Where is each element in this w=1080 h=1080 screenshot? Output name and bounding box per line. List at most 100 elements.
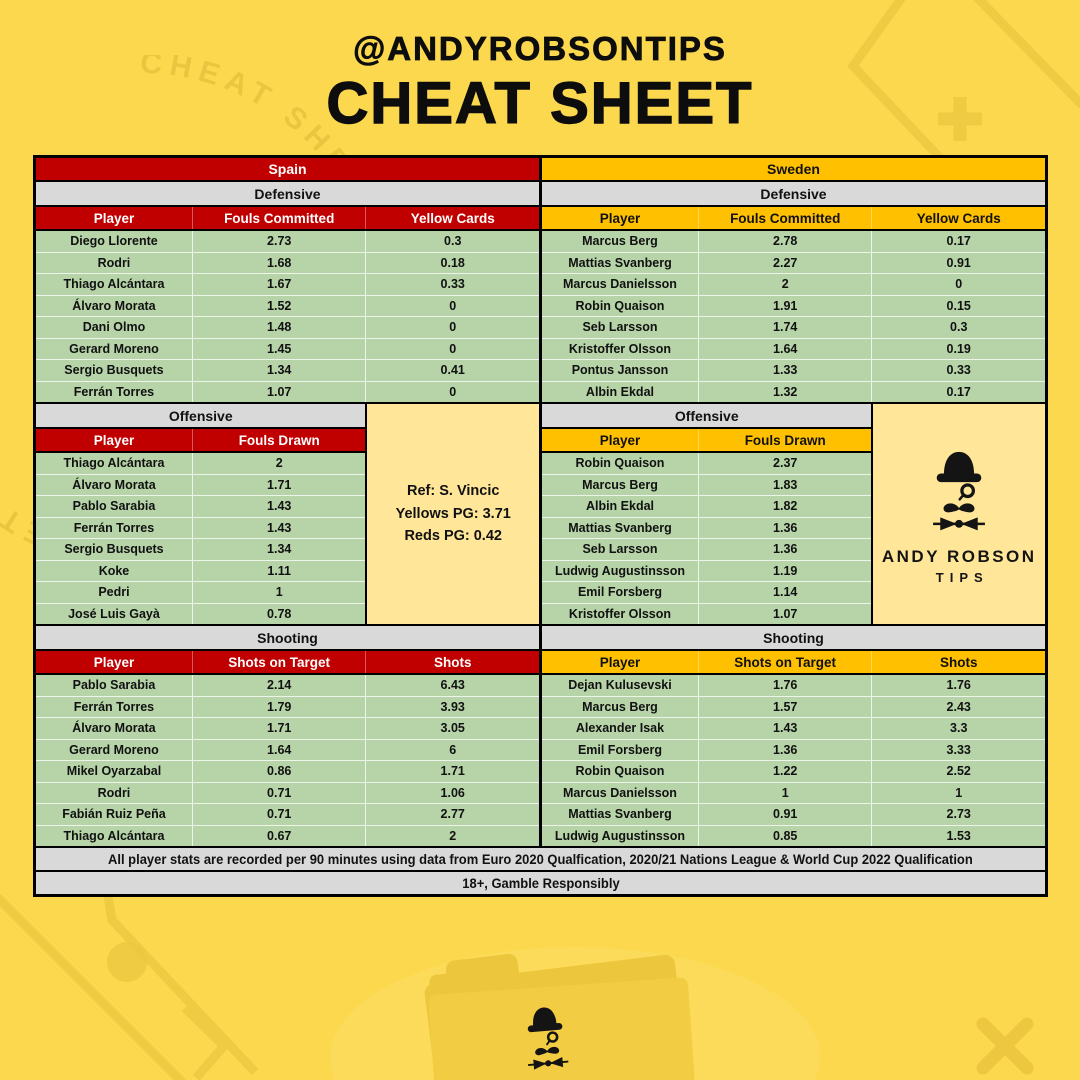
player-name-cell: Marcus Berg <box>582 234 658 249</box>
stat-cell: 0.19 <box>871 338 1045 359</box>
player-name-cell: Mikel Oyarzabal <box>66 764 162 779</box>
player-name-cell: Marcus Berg <box>582 477 658 492</box>
table-row: Marcus Berg 1.83 <box>542 473 872 495</box>
player-name-cell: Rodri <box>97 255 131 270</box>
sweden-defensive-section: Defensive Player Fouls Committed Yellow … <box>542 182 1045 402</box>
stat-cell: 1.19 <box>697 560 871 581</box>
table-row: Álvaro Morata 1.52 0 <box>36 294 539 316</box>
sweden-defensive-rows: Marcus Berg 2.78 0.17 Mattias Svanberg 2… <box>542 231 1045 402</box>
stat-cell: 0.3 <box>871 317 1045 338</box>
stat-cell: 1.53 <box>871 825 1045 846</box>
table-row: Ludwig Augustinsson 1.19 <box>542 559 872 581</box>
column-header-player: Player <box>599 654 641 670</box>
stat-cell: 1.71 <box>191 474 365 495</box>
player-name-cell: Thiago Alcántara <box>63 277 165 292</box>
table-row: Sergio Busquets 1.34 <box>36 538 366 560</box>
player-name-cell: Kristoffer Olsson <box>568 606 672 621</box>
player-name-cell: Rodri <box>97 785 131 800</box>
spain-offensive-section: Offensive Player Fouls Drawn Thiago Alcá… <box>36 402 539 624</box>
stat-cell: 1.22 <box>697 761 872 782</box>
column-header-shots-on-target: Shots on Target <box>697 651 872 673</box>
sweden-shooting-rows: Dejan Kulusevski 1.76 1.76 Marcus Berg 1… <box>542 675 1045 846</box>
stat-cell: 3.93 <box>365 696 539 717</box>
player-name-cell: Sergio Busquets <box>64 363 164 378</box>
table-row: Fabián Ruiz Peña 0.71 2.77 <box>36 803 539 825</box>
stat-cell: 2.37 <box>697 453 871 474</box>
table-row: Albin Ekdal 1.32 0.17 <box>542 380 1045 402</box>
player-name-cell: Mattias Svanberg <box>568 807 672 822</box>
stat-cell: 0.33 <box>871 360 1045 381</box>
stat-cell: 0.67 <box>191 825 366 846</box>
column-headers: Player Fouls Committed Yellow Cards <box>542 207 1045 231</box>
stat-cell: 0.91 <box>697 804 872 825</box>
spain-offensive-rows: Thiago Alcántara 2 Álvaro Morata 1.71 <box>36 453 366 624</box>
section-label-defensive: Defensive <box>542 182 1045 207</box>
player-name-cell: Álvaro Morata <box>72 298 156 313</box>
stat-cell: 0.86 <box>191 761 366 782</box>
stat-cell: 1.45 <box>191 338 366 359</box>
stat-cell: 0.15 <box>871 295 1045 316</box>
stat-cell: 2.52 <box>871 761 1045 782</box>
player-name-cell: Gerard Moreno <box>69 341 159 356</box>
stat-cell: 0.71 <box>191 804 366 825</box>
stat-cell: 3.33 <box>871 739 1045 760</box>
table-row: Rodri 1.68 0.18 <box>36 251 539 273</box>
stat-cell: 2.78 <box>697 231 872 252</box>
table-row: Ferrán Torres 1.43 <box>36 516 366 538</box>
player-name-cell: Robin Quaison <box>575 764 665 779</box>
spain-defensive-section: Defensive Player Fouls Committed Yellow … <box>36 182 539 402</box>
stat-cell: 6.43 <box>365 675 539 696</box>
table-row: Mattias Svanberg 2.27 0.91 <box>542 251 1045 273</box>
stat-cell: 1.43 <box>191 517 365 538</box>
table-row: Diego Llorente 2.73 0.3 <box>36 231 539 252</box>
stat-cell: 1.91 <box>697 295 872 316</box>
stat-cell: 1 <box>871 782 1045 803</box>
stat-cell: 1.07 <box>191 381 366 402</box>
folder-decoration <box>330 947 820 1080</box>
pitch-center-dot <box>107 942 147 982</box>
player-name-cell: Ferrán Torres <box>73 384 155 399</box>
stat-cell: 1.57 <box>697 696 872 717</box>
sweden-country-header: Sweden <box>542 158 1045 182</box>
page-header: @ANDYROBSONTIPS CHEAT SHEET <box>0 30 1080 137</box>
ref-reds-per-game: Reds PG: 0.42 <box>404 528 502 545</box>
player-name-cell: Álvaro Morata <box>72 721 156 736</box>
table-row: Pablo Sarabia 2.14 6.43 <box>36 675 539 696</box>
column-headers: Player Fouls Committed Yellow Cards <box>36 207 539 231</box>
player-name-cell: Mattias Svanberg <box>568 520 672 535</box>
table-row: Koke 1.11 <box>36 559 366 581</box>
stat-cell: 1.48 <box>191 317 366 338</box>
player-name-cell: Dejan Kulusevski <box>568 678 672 693</box>
stat-cell: 1.71 <box>365 761 539 782</box>
brand-subtitle: TIPS <box>935 570 989 585</box>
sweden-shooting-section: Shooting Player Shots on Target Shots De… <box>542 624 1045 846</box>
player-name-cell: Seb Larsson <box>582 542 658 557</box>
table-row: Dejan Kulusevski 1.76 1.76 <box>542 675 1045 696</box>
table-row: Ferrán Torres 1.79 3.93 <box>36 695 539 717</box>
player-name-cell: Pablo Sarabia <box>72 678 156 693</box>
table-row: Álvaro Morata 1.71 3.05 <box>36 717 539 739</box>
table-row: Marcus Berg 2.78 0.17 <box>542 231 1045 252</box>
stat-cell: 0.33 <box>365 274 539 295</box>
player-name-cell: Kristoffer Olsson <box>568 341 672 356</box>
table-row: Mattias Svanberg 1.36 <box>542 516 872 538</box>
table-row: Kristoffer Olsson 1.07 <box>542 602 872 624</box>
brand-name: ANDY ROBSON <box>881 547 1037 566</box>
column-header-fouls-drawn: Fouls Drawn <box>697 429 871 451</box>
player-name-cell: Ludwig Augustinsson <box>554 828 685 843</box>
country-panels: Spain Defensive Player Fouls Committed Y… <box>36 158 1045 846</box>
sweden-offensive-section: Offensive Player Fouls Drawn Robin Quais… <box>542 402 1045 624</box>
stat-cell: 1.76 <box>871 675 1045 696</box>
stat-cell: 1.64 <box>191 739 366 760</box>
stat-cell: 1.34 <box>191 539 365 560</box>
stat-cell: 1.64 <box>697 338 872 359</box>
spain-country-header: Spain <box>36 158 539 182</box>
stat-cell: 2.73 <box>191 231 366 252</box>
column-header-yellow-cards: Yellow Cards <box>365 207 539 229</box>
stat-cell: 1.79 <box>191 696 366 717</box>
player-name-cell: Pedri <box>98 585 130 600</box>
stat-cell: 0.85 <box>697 825 872 846</box>
stat-cell: 0.17 <box>871 381 1045 402</box>
section-label-offensive: Offensive <box>542 404 872 429</box>
table-row: Pablo Sarabia 1.43 <box>36 495 366 517</box>
